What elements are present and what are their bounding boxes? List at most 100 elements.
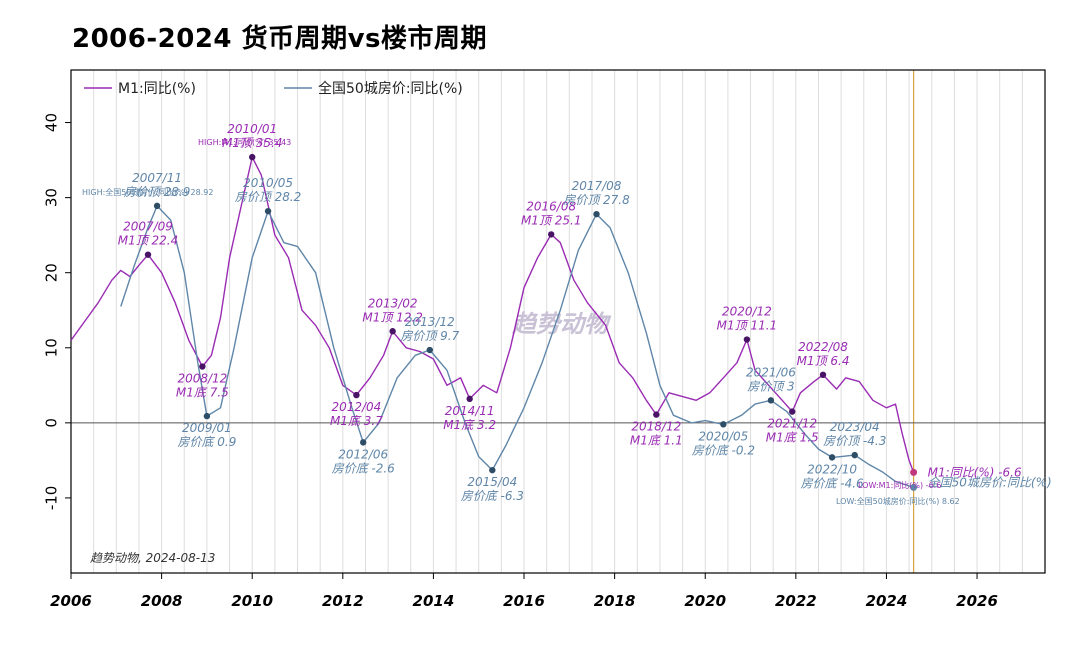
annotation-label: 房价顶 28.9 xyxy=(124,185,191,199)
axes: -10 0 10 20 30 40 2006 2008 2010 2012 2014 2016 2018… xyxy=(43,69,1046,610)
legend-label-m1: M1:同比(%) xyxy=(118,81,196,97)
y-tick-label: -10 xyxy=(43,486,61,511)
y-tick-label: 0 xyxy=(43,418,61,428)
annotation-date: 2020/12 xyxy=(722,305,772,319)
annotation-date: 2023/04 xyxy=(830,420,880,434)
end-label-m1: M1:同比(%) -6.6 xyxy=(928,465,1022,479)
gridlines xyxy=(71,70,1045,573)
annotation-date: 2010/01 xyxy=(227,122,277,136)
annotation-point xyxy=(153,202,161,210)
annotation-point xyxy=(353,391,360,399)
chart-title: 2006-2024 货币周期vs楼市周期 xyxy=(72,24,487,54)
plot-frame xyxy=(70,69,1046,574)
y-tick-label: 10 xyxy=(43,338,61,357)
annotation-label: 房价顶 9.7 xyxy=(400,329,459,343)
annotation-date: 2021/12 xyxy=(767,417,817,431)
annotation-date: 2012/06 xyxy=(338,447,388,461)
legend-label-house: 全国50城房价:同比(%) xyxy=(318,80,463,97)
x-tick-label: 2012 xyxy=(322,592,364,610)
annotation-label: 房价底 0.9 xyxy=(177,435,236,449)
annotation-date: 2013/02 xyxy=(368,296,418,310)
series-line-house xyxy=(120,205,914,489)
annotation-date: 2010/05 xyxy=(243,176,293,190)
x-tick-label: 2026 xyxy=(956,592,998,610)
annotation-label: M1底 1.1 xyxy=(630,434,683,448)
annotation-date: 2013/12 xyxy=(405,315,455,329)
annotation-label: M1顶 35.4 xyxy=(222,136,283,150)
series-lines xyxy=(70,156,915,489)
annotation-point xyxy=(249,153,256,161)
annotation-date: 2017/08 xyxy=(572,179,622,193)
annotation-label: 房价底 -0.2 xyxy=(692,443,755,457)
annotation-label: 房价顶 -4.3 xyxy=(823,434,886,448)
annotation-date: 2008/12 xyxy=(177,372,227,386)
annotation-label: 房价顶 3 xyxy=(747,379,794,393)
annotation-point xyxy=(548,231,555,238)
annotation-label: 房价底 -4.6 xyxy=(800,476,864,490)
x-tick-label: 2020 xyxy=(684,592,726,610)
annotation-point xyxy=(720,421,727,428)
annotation-date: 2022/10 xyxy=(807,462,857,476)
annotation-label: M1顶 25.1 xyxy=(521,213,582,227)
annotation-date: 2020/05 xyxy=(698,429,748,443)
annotation-date: 2015/04 xyxy=(467,475,517,489)
end-point-m1 xyxy=(910,468,918,476)
annotation-point xyxy=(199,363,206,370)
annotation-date: 2007/09 xyxy=(123,220,173,234)
annotation-label: M1底 3.7 xyxy=(330,414,383,428)
annotation-point xyxy=(743,336,751,343)
annotation-label: M1顶 11.1 xyxy=(717,319,778,333)
watermark: 趋势动物 xyxy=(511,310,612,338)
end-label-house: 全国50城房价:同比(%) xyxy=(928,475,1052,489)
annotation-point xyxy=(851,451,858,459)
annotation-date: 2012/04 xyxy=(331,400,381,414)
footnote: 趋势动物, 2024-08-13 xyxy=(90,551,215,565)
annotation-date: 2018/12 xyxy=(631,420,681,434)
x-tick-label: 2014 xyxy=(413,592,455,610)
annotation-date: 2022/08 xyxy=(798,340,848,354)
annotation-point xyxy=(593,210,600,218)
annotation-label: M1顶 12.2 xyxy=(362,310,423,324)
x-tick-label: 2006 xyxy=(50,592,92,610)
x-tick-label: 2016 xyxy=(503,592,545,610)
annotation-point xyxy=(389,328,396,335)
high-label-m1: HIGH:M1:同比(%) 35.43 xyxy=(198,137,291,147)
annotation-label: 房价底 -6.3 xyxy=(461,489,524,503)
annotation-point xyxy=(489,466,496,474)
annotation-point xyxy=(789,408,796,415)
annotation-date: 2016/08 xyxy=(526,199,576,213)
annotation-point xyxy=(426,346,433,354)
annotation-point xyxy=(203,412,211,420)
annotation-point xyxy=(144,251,152,258)
annotation-label: M1顶 22.4 xyxy=(118,234,179,248)
legend: M1:同比(%) 全国50城房价:同比(%) xyxy=(84,80,463,97)
y-tick-label: 20 xyxy=(43,263,61,282)
x-tick-label: 2018 xyxy=(594,592,636,610)
annotation-point xyxy=(360,439,367,446)
annotation-date: 2009/01 xyxy=(182,421,232,435)
annotation-date: 2007/11 xyxy=(132,171,182,185)
x-tick-label: 2022 xyxy=(775,592,817,610)
annotation-point xyxy=(819,371,827,379)
x-tick-label: 2008 xyxy=(141,592,183,610)
annotation-point xyxy=(466,395,473,403)
annotation-label: M1顶 6.4 xyxy=(797,354,850,368)
annotation-label: M1底 1.5 xyxy=(766,431,819,445)
annotation-point xyxy=(264,207,272,215)
end-point-house xyxy=(910,483,918,491)
annotation-point xyxy=(767,397,775,404)
annotation-label: M1底 3.2 xyxy=(443,418,496,432)
x-tick-label: 2024 xyxy=(866,592,908,610)
annotation-point xyxy=(653,411,660,418)
annotation-label: 房价顶 28.2 xyxy=(235,190,302,204)
high-label-house: HIGH:全国50城房价:同比(%) 28.92 xyxy=(82,187,213,197)
annotation-date: 2021/06 xyxy=(746,365,796,379)
y-tick-label: 40 xyxy=(43,113,61,132)
y-tick-label: 30 xyxy=(43,188,61,207)
annotation-label: 房价顶 27.8 xyxy=(563,193,630,207)
annotation-label: M1底 7.5 xyxy=(176,386,229,400)
low-label-house: LOW:全国50城房价:同比(%) 8.62 xyxy=(836,496,960,506)
low-label-m1: LOW:M1:同比(%) -6.6 xyxy=(858,480,941,490)
